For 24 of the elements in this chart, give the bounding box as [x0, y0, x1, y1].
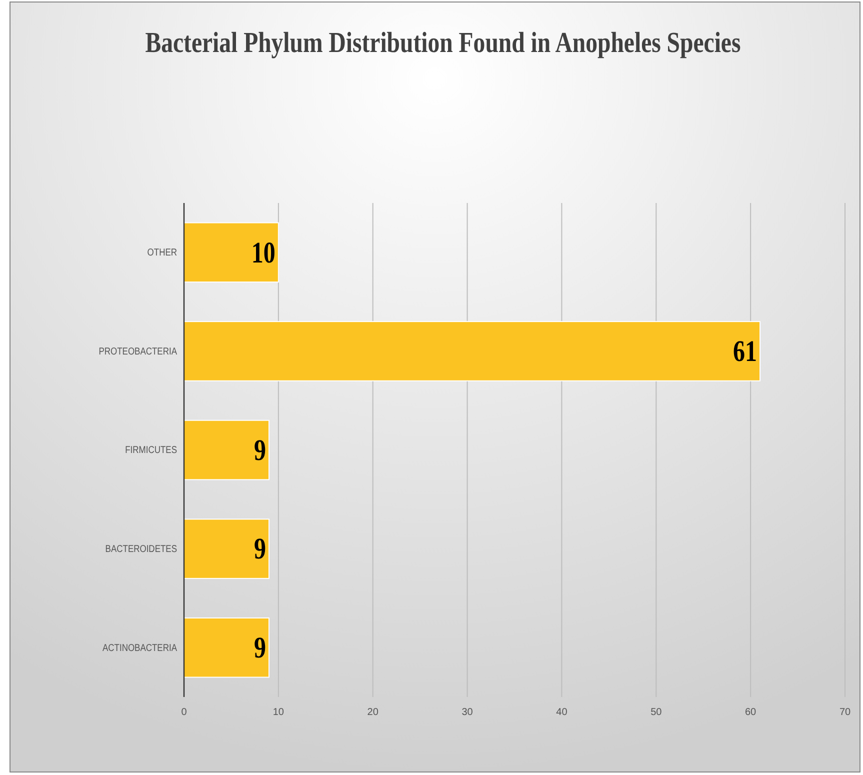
data-label: 61 [733, 334, 758, 368]
x-tick-label: 20 [367, 707, 379, 718]
y-tick-label: OTHER [147, 247, 178, 258]
bar [184, 222, 279, 283]
x-tick-label: 0 [181, 707, 188, 718]
x-tick-label: 50 [650, 707, 662, 718]
y-tick-label: BACTEROIDETES [105, 543, 177, 554]
y-tick-label: PROTEOBACTERIA [98, 346, 178, 357]
bar [184, 420, 270, 480]
x-tick-label: 30 [462, 707, 474, 718]
data-label: 9 [254, 433, 266, 467]
bar [184, 321, 761, 382]
y-tick-label: FIRMICUTES [125, 444, 177, 456]
data-label: 10 [251, 236, 276, 269]
x-tick-label: 60 [745, 707, 757, 718]
x-tick-label: 10 [272, 707, 284, 718]
data-label: 9 [254, 532, 266, 566]
bar [184, 518, 270, 579]
x-tick-label: 70 [839, 707, 851, 718]
chart-title: Bacterial Phylum Distribution Found in Anopheles Species [145, 26, 741, 59]
x-tick-label: 40 [556, 707, 568, 718]
data-label: 9 [254, 631, 266, 664]
y-tick-label: ACTINOBACTERIA [102, 642, 178, 653]
bar [184, 617, 270, 678]
